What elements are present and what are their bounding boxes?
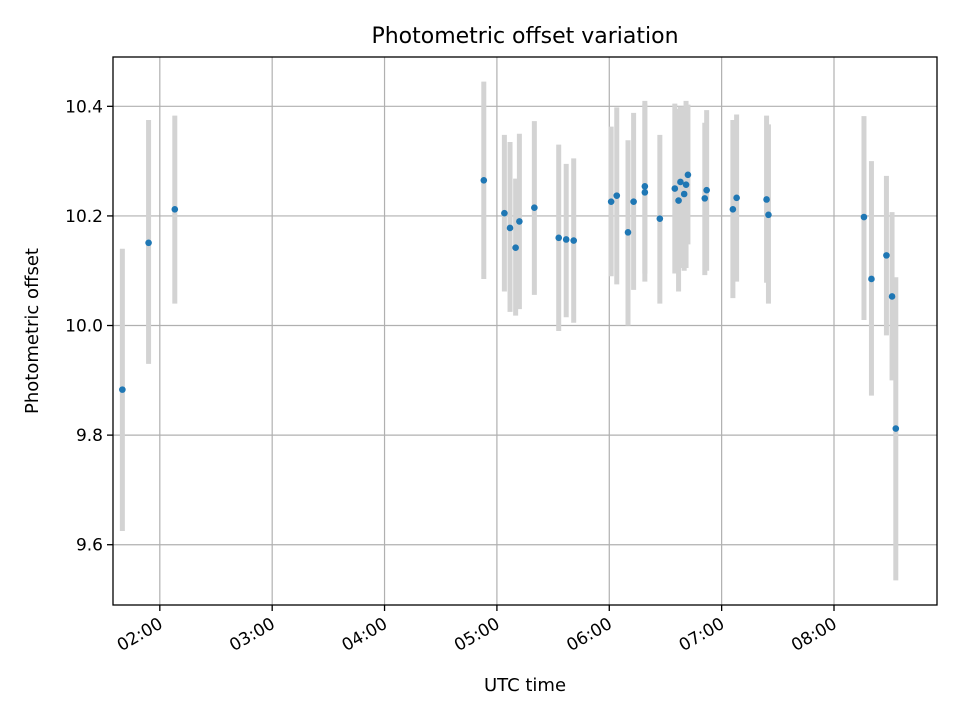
data-point bbox=[630, 198, 637, 205]
data-point bbox=[171, 206, 179, 213]
data-point bbox=[613, 192, 621, 199]
data-point bbox=[501, 209, 508, 217]
data-points bbox=[119, 171, 900, 432]
data-point bbox=[892, 425, 900, 432]
data-point bbox=[703, 186, 710, 194]
y-axis-ticks: 9.6 9.8 10.0 10.2 10.4 bbox=[65, 97, 113, 556]
grid-lines bbox=[113, 57, 937, 605]
data-point bbox=[555, 234, 563, 242]
data-point bbox=[888, 293, 896, 300]
y-tick-label: 10.2 bbox=[65, 207, 103, 227]
data-point bbox=[641, 189, 649, 196]
data-point bbox=[684, 171, 692, 179]
plot-frame bbox=[112, 56, 938, 606]
data-point bbox=[506, 224, 514, 232]
y-tick-label: 9.8 bbox=[76, 426, 103, 446]
data-point bbox=[677, 178, 684, 186]
data-point bbox=[562, 236, 570, 243]
data-point bbox=[671, 185, 679, 192]
y-tick-label: 10.4 bbox=[65, 97, 103, 117]
data-point bbox=[868, 275, 875, 283]
data-point bbox=[701, 195, 709, 202]
data-point bbox=[680, 190, 688, 198]
x-axis-label: UTC time bbox=[484, 675, 566, 696]
data-point bbox=[675, 197, 682, 204]
y-tick-label: 9.6 bbox=[76, 536, 103, 556]
data-point bbox=[119, 386, 126, 393]
data-point bbox=[860, 213, 868, 221]
data-point bbox=[733, 194, 740, 202]
data-point bbox=[656, 215, 664, 222]
data-point bbox=[512, 244, 519, 252]
data-point bbox=[145, 239, 152, 247]
data-point bbox=[624, 229, 632, 236]
data-point bbox=[607, 198, 615, 205]
y-axis-label: Photometric offset bbox=[22, 248, 43, 414]
data-point bbox=[765, 211, 772, 219]
data-point bbox=[531, 204, 538, 211]
data-point bbox=[480, 177, 488, 184]
chart-title: Photometric offset variation bbox=[371, 24, 678, 49]
data-point bbox=[763, 196, 770, 203]
data-point bbox=[682, 181, 690, 188]
data-point bbox=[641, 183, 649, 190]
data-point bbox=[516, 218, 523, 225]
data-point bbox=[729, 206, 737, 213]
data-point bbox=[883, 252, 890, 259]
y-tick-label: 10.0 bbox=[65, 317, 103, 337]
data-point bbox=[570, 237, 577, 244]
